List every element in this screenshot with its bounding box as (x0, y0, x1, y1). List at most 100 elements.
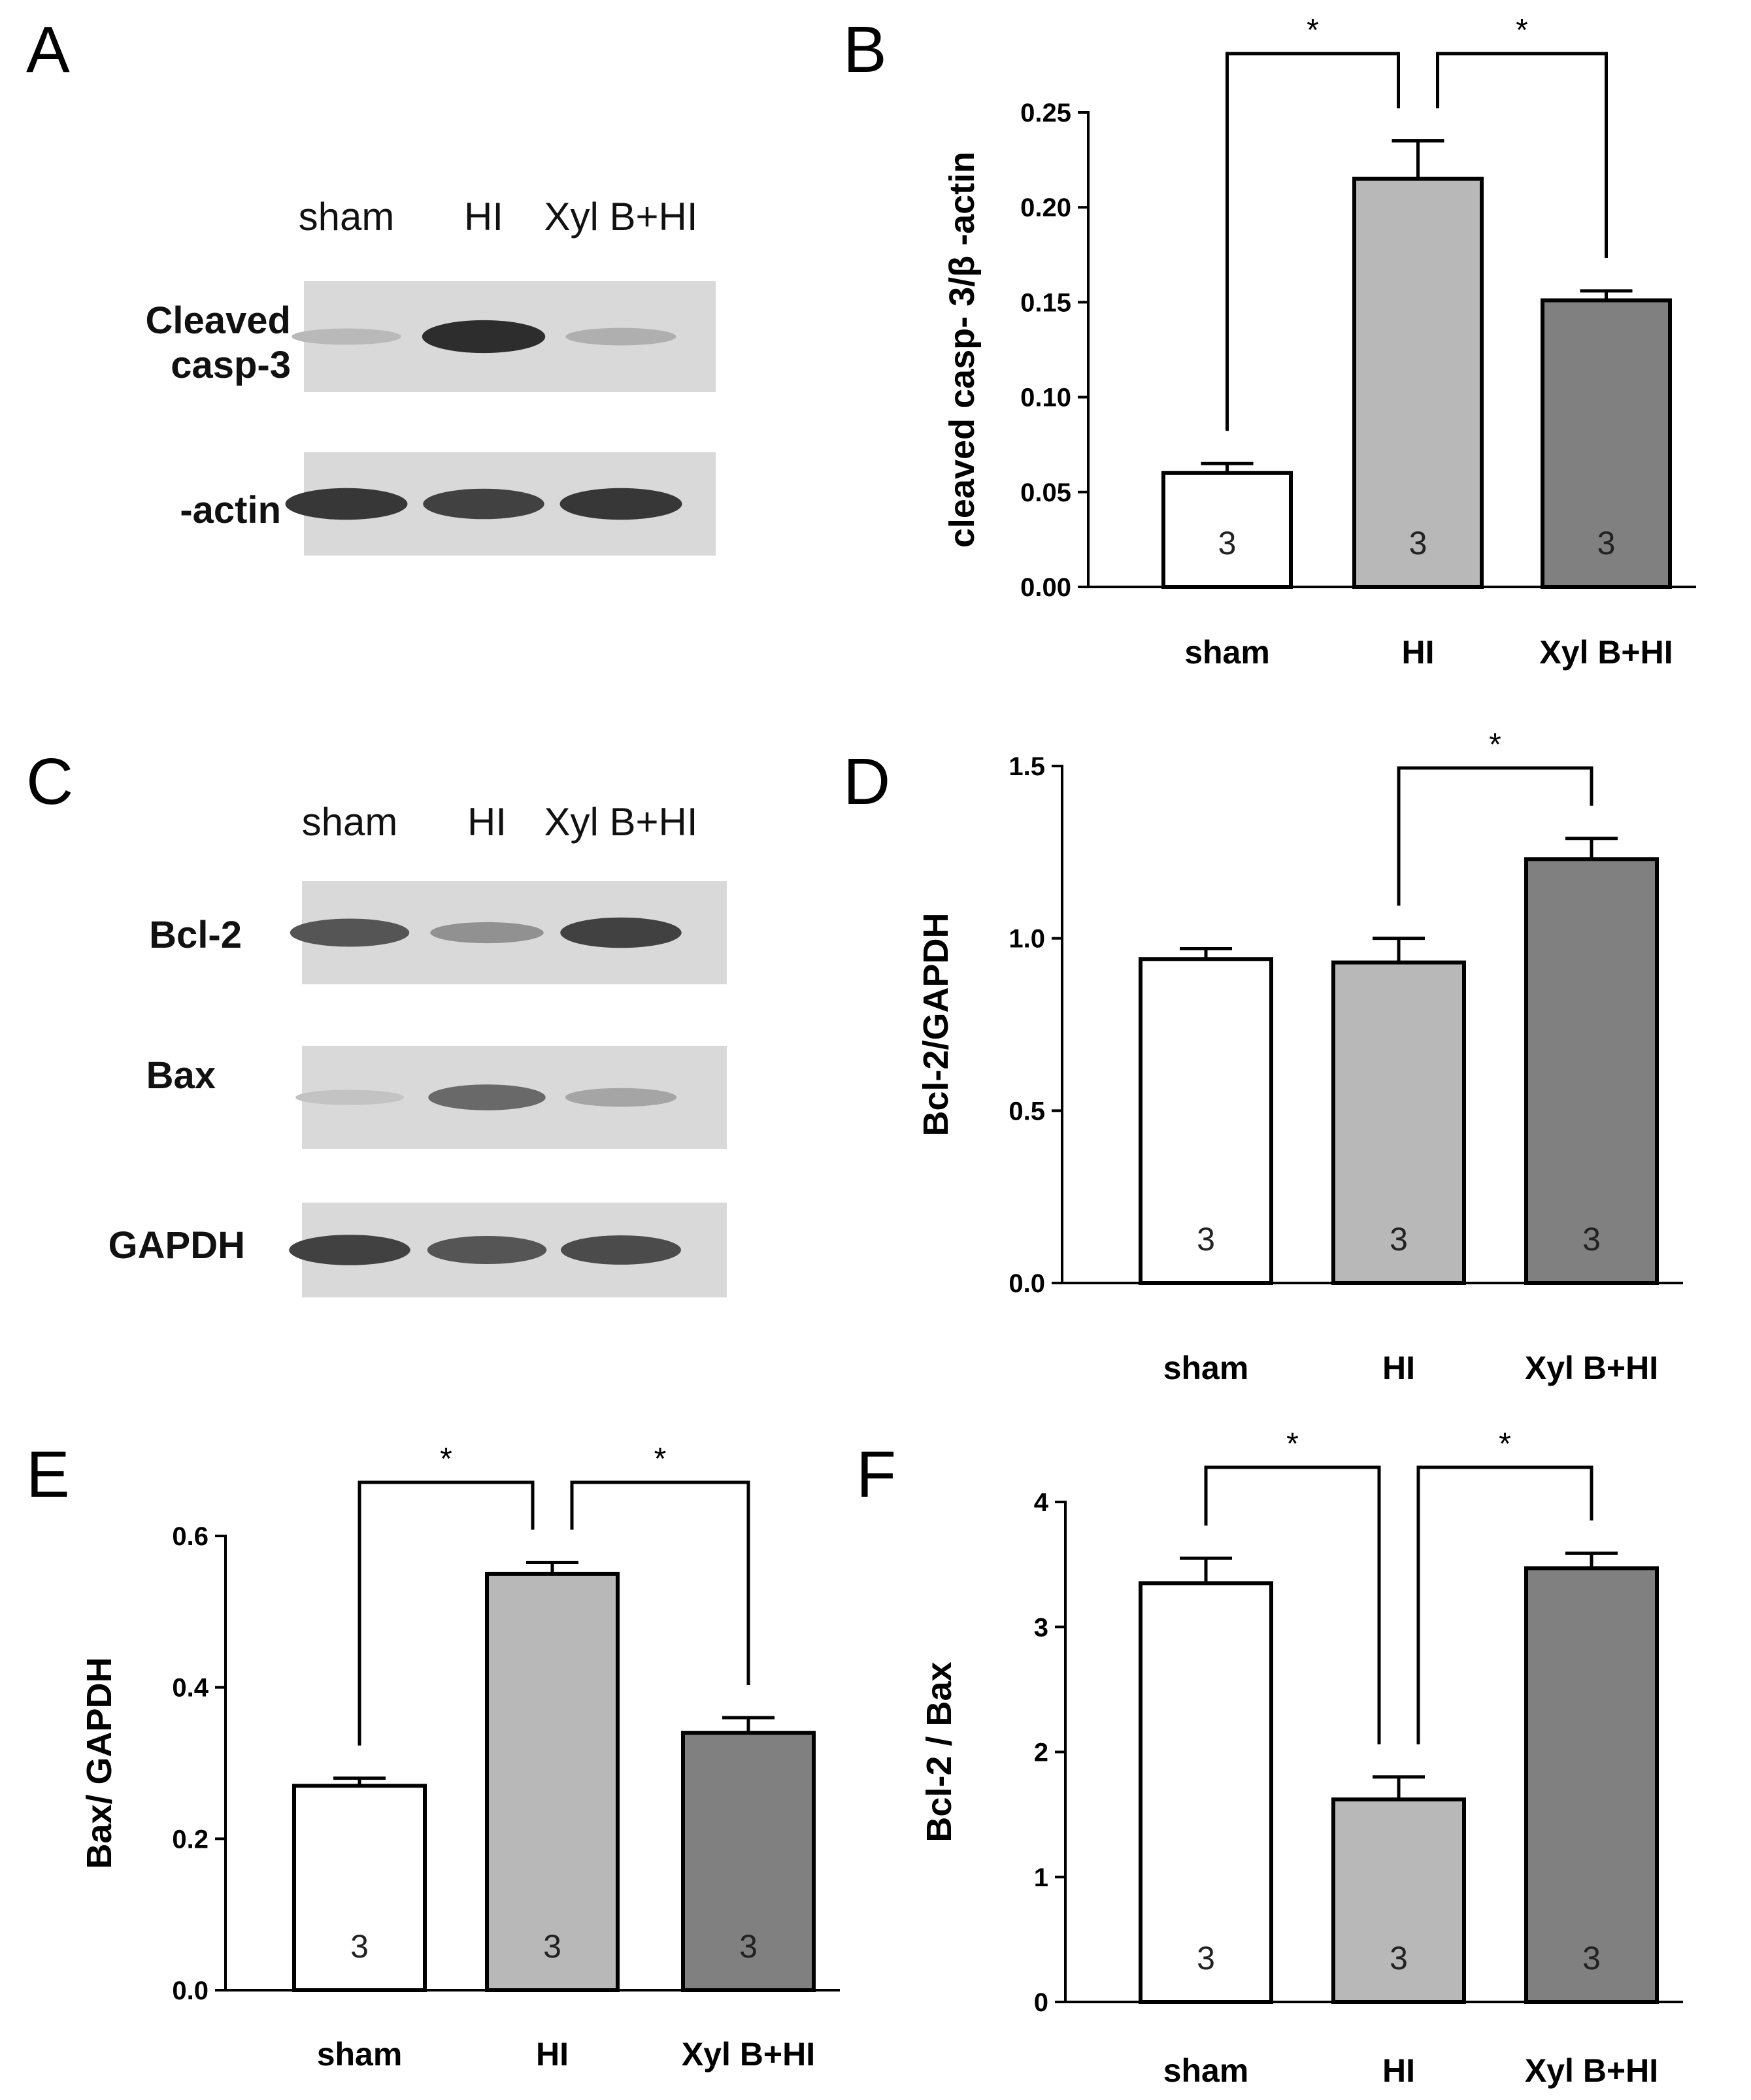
n-label: 3 (1582, 1940, 1601, 1976)
y-tick-label: 0.05 (1020, 478, 1071, 507)
y-tick-label: 1 (1034, 1863, 1048, 1892)
category-label: sham (1163, 2052, 1249, 2089)
y-tick-label: 0.20 (1020, 193, 1071, 222)
blot-C: sham HI Xyl B+HI Bcl-2 Bax GAPDH (108, 800, 727, 1297)
y-tick-label: 0.2 (172, 1825, 208, 1854)
significance-bracket (570, 1480, 750, 1685)
y-tick-label: 0.10 (1020, 384, 1071, 412)
y-tick-label: 0.15 (1020, 288, 1071, 317)
chart-F: 0 1 2 3 4 Bcl-2 / Bax 3 sham 3 HI 3 Xyl B+HI * * (920, 1427, 1683, 2089)
significance-marker: * (1499, 1427, 1511, 1461)
significance-bracket (1436, 52, 1608, 258)
blot-band (565, 327, 676, 346)
blot-band (561, 1235, 681, 1265)
category-label: Xyl B+HI (1525, 2052, 1658, 2089)
blot-row-label: GAPDH (108, 1224, 245, 1267)
blot-band (427, 1236, 547, 1264)
blot-lane-label: HI (467, 800, 507, 844)
blot-lane-label: sham (299, 195, 395, 239)
bar (1352, 176, 1484, 589)
blot-lane-label: HI (464, 195, 503, 239)
y-tick-label: 3 (1034, 1613, 1048, 1642)
y-tick-label: 2 (1034, 1739, 1048, 1767)
y-tick-label: 0.0 (1009, 1269, 1045, 1298)
chart-B: 0.00 0.05 0.10 0.15 0.20 0.25 cleaved casp- 3/… (942, 13, 1696, 671)
y-axis-label: Bcl-2 / Bax (920, 1661, 959, 1842)
blot-band (565, 1088, 677, 1107)
y-tick-label: 0.5 (1009, 1097, 1045, 1125)
blot-band (289, 1235, 410, 1265)
significance-bracket (1397, 766, 1593, 906)
blot-band (428, 1084, 546, 1110)
panel-label-F: F (856, 1438, 896, 1511)
y-axis-label: Bax/ GAPDH (80, 1657, 119, 1869)
blot-band (292, 328, 401, 345)
n-label: 3 (1582, 1221, 1601, 1258)
n-label: 3 (1197, 1221, 1215, 1258)
significance-marker: * (1286, 1427, 1299, 1461)
blot-band (430, 922, 544, 944)
panel-label-A: A (26, 13, 70, 86)
blot-row-label: Bcl-2 (149, 914, 242, 956)
blot-band (559, 488, 682, 520)
significance-marker: * (1307, 13, 1319, 48)
category-label: HI (1382, 2052, 1415, 2089)
n-label: 3 (350, 1928, 369, 1965)
n-label: 3 (1390, 1221, 1408, 1258)
panel-label-D: D (843, 745, 890, 818)
y-tick-label: 1.0 (1009, 925, 1045, 954)
y-tick-label: 4 (1034, 1488, 1049, 1517)
category-label: HI (536, 2036, 569, 2073)
significance-marker: * (1516, 13, 1528, 48)
category-label: Xyl B+HI (1539, 634, 1673, 671)
bar (485, 1571, 620, 1993)
y-tick-label: 0.6 (172, 1522, 208, 1551)
chart-E: 0.0 0.2 0.4 0.6 Bax/ GAPDH 3 sham 3 HI 3 Xyl B+HI *… (80, 1442, 840, 2073)
blot-band (285, 488, 408, 520)
panel-label-B: B (843, 13, 887, 86)
blot-row-label: casp-3 (171, 344, 291, 386)
n-label: 3 (543, 1928, 561, 1965)
bar (1139, 1581, 1273, 2004)
n-label: 3 (1409, 525, 1427, 561)
blot-band (423, 488, 544, 520)
y-tick-label: 0.25 (1020, 99, 1071, 127)
category-label: Xyl B+HI (682, 2036, 815, 2073)
n-label: 3 (1390, 1940, 1408, 1976)
significance-bracket (1204, 1465, 1381, 1744)
blot-lane-label: Xyl B+HI (544, 800, 697, 844)
y-tick-label: 0.0 (172, 1976, 208, 2005)
category-label: sham (1184, 634, 1270, 671)
n-label: 3 (1197, 1940, 1215, 1976)
significance-bracket (358, 1480, 535, 1746)
blot-band (560, 917, 682, 948)
blot-band (290, 918, 410, 947)
bar (1161, 471, 1293, 590)
bar (1524, 1566, 1659, 2005)
y-tick-label: 1.5 (1009, 752, 1045, 781)
y-axis-label: Bcl-2/GAPDH (916, 912, 956, 1136)
n-label: 3 (1597, 525, 1616, 561)
significance-marker: * (654, 1442, 667, 1476)
significance-marker: * (1489, 727, 1501, 762)
category-label: HI (1382, 1350, 1415, 1386)
category-label: Xyl B+HI (1525, 1350, 1658, 1386)
n-label: 3 (1218, 525, 1237, 561)
category-label: sham (317, 2036, 403, 2073)
bar (1541, 298, 1672, 589)
y-tick-label: 0.00 (1020, 573, 1071, 602)
bar (292, 1784, 427, 1992)
y-tick-label: 0 (1034, 1988, 1048, 2017)
y-axis-label: cleaved casp- 3/β -actin (942, 152, 982, 548)
chart-D: 0.0 0.5 1.0 1.5 Bcl-2/GAPDH 3 sham 3 HI 3 Xyl B+HI… (916, 727, 1683, 1386)
blot-band (295, 1090, 404, 1105)
bar (681, 1731, 816, 1993)
blot-row-label: -actin (180, 489, 281, 531)
category-label: sham (1163, 1350, 1249, 1386)
blot-row-label: Cleaved (146, 299, 291, 342)
category-label: HI (1402, 634, 1435, 671)
blot-lane-label: sham (302, 800, 398, 844)
panel-label-C: C (26, 745, 73, 818)
panel-label-E: E (26, 1438, 70, 1511)
